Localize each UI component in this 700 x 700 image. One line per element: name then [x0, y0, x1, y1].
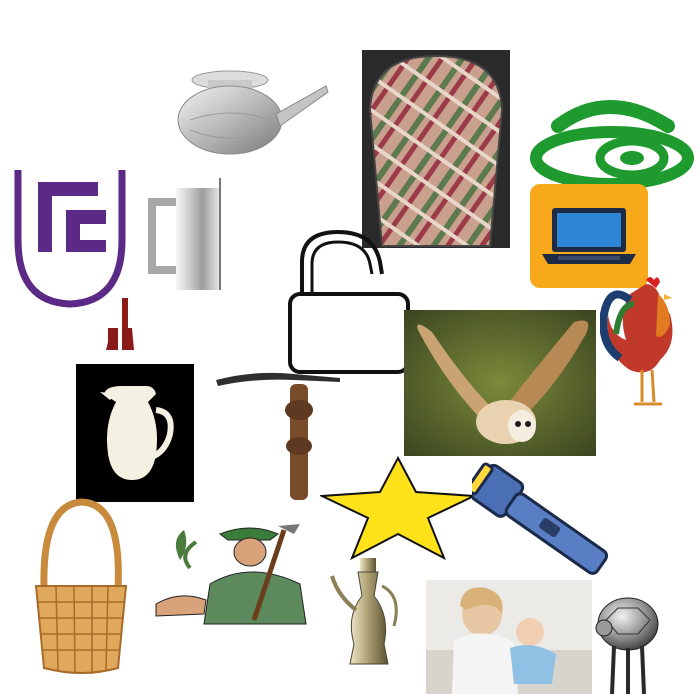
metal-pot-with-spout	[168, 62, 330, 158]
barn-owl-photo	[404, 310, 596, 456]
jug-icon	[76, 364, 194, 502]
open-padlock-outline	[284, 226, 412, 376]
owl-icon	[404, 310, 596, 456]
pickaxe-handle	[214, 370, 342, 500]
rooster-icon	[600, 277, 673, 406]
silver-turtle-figurine	[592, 594, 666, 696]
farmer-with-hoe	[150, 520, 320, 626]
star-icon	[320, 456, 476, 560]
laptop-sticker	[530, 184, 648, 288]
pickaxe-icon	[216, 372, 340, 500]
turtle-icon	[595, 597, 659, 695]
flashlight	[472, 458, 612, 584]
padlock-open-icon	[288, 229, 410, 374]
mother-and-baby-photo	[426, 580, 592, 694]
purple-logo-icon	[14, 170, 126, 308]
rooster	[600, 274, 682, 412]
wicker-basket	[32, 498, 130, 678]
farmer-icon	[155, 524, 307, 625]
ornate-metal-ewer	[328, 556, 406, 668]
tiny-boots-figure	[104, 296, 136, 354]
laptop-icon	[530, 184, 648, 288]
green-open-access-logo	[528, 96, 694, 190]
basket-icon	[34, 498, 128, 675]
white-jug	[76, 364, 194, 502]
metal-mug	[146, 178, 224, 292]
flashlight-icon	[472, 462, 609, 575]
purple-pc-logo	[14, 170, 126, 308]
boots-icon	[106, 298, 134, 350]
lota-pot-icon	[177, 70, 329, 155]
mother-baby-icon	[426, 580, 592, 694]
yellow-star	[320, 456, 476, 560]
ewer-icon	[330, 558, 398, 665]
open-access-icon	[530, 100, 694, 190]
textile-bag-icon	[362, 50, 510, 248]
woven-textile-bag	[362, 50, 510, 248]
metal-mug-icon	[148, 178, 221, 290]
